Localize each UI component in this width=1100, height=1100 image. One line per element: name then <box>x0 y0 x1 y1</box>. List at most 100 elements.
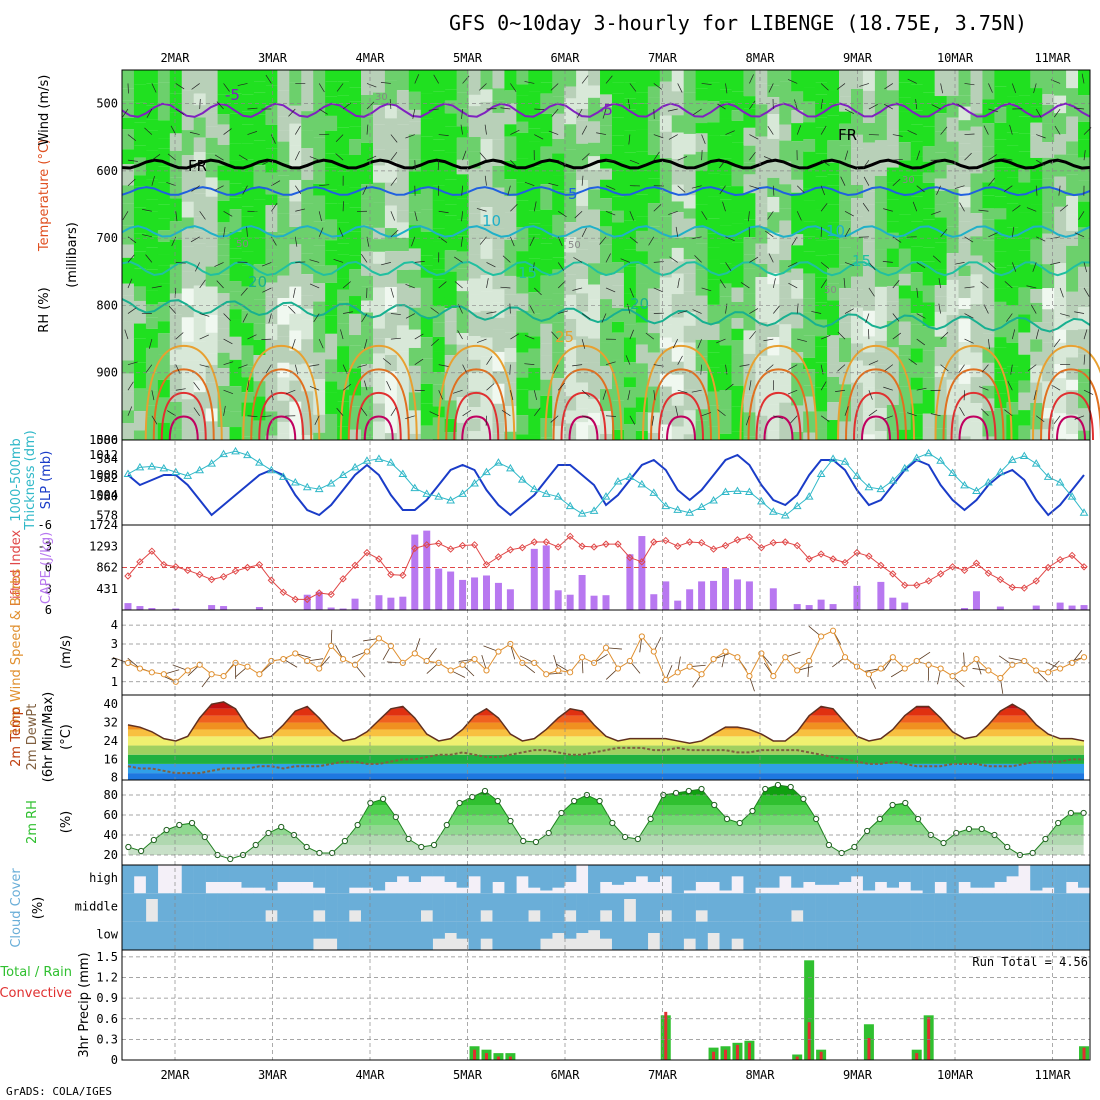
rh-cell <box>289 313 302 331</box>
lifted-index-point <box>614 540 622 548</box>
rh-cell <box>994 251 1007 268</box>
rh-cell <box>337 426 350 440</box>
cape-bar <box>1068 605 1076 610</box>
cloud-bar <box>181 921 194 950</box>
wind10m-point <box>1033 667 1040 674</box>
rh-cell <box>1018 410 1031 426</box>
rh-cell <box>910 437 924 440</box>
wind-barb <box>677 278 680 289</box>
wind-barb <box>532 262 535 273</box>
thickness-point <box>601 492 611 500</box>
wind10m-point <box>196 661 203 668</box>
wind-barb <box>694 255 702 263</box>
thickness-point <box>362 456 372 464</box>
thickness-point <box>697 502 706 511</box>
rh-cell <box>898 131 912 143</box>
cloud-bar <box>193 921 206 950</box>
wind-barb <box>318 227 324 237</box>
rh-cell <box>193 193 207 217</box>
rh-cell <box>755 263 768 278</box>
rh-cell <box>647 178 661 204</box>
wind-barb <box>484 175 487 186</box>
cloud-bar <box>229 865 242 882</box>
warm-isotherm <box>339 344 418 441</box>
rh-cell <box>731 340 744 355</box>
panel-frame-wind <box>121 609 1091 696</box>
rh-cell <box>241 171 254 188</box>
rh-cell <box>862 167 876 192</box>
cloud-bar <box>133 893 147 922</box>
rh-cell <box>181 155 195 167</box>
thickness-point <box>1043 472 1053 480</box>
rh-cell <box>217 427 231 440</box>
cloud-layer-label: low <box>96 928 118 942</box>
wind-barb <box>868 287 875 297</box>
rh-cell <box>850 148 864 171</box>
rh-cell <box>145 405 159 417</box>
cloud-bar <box>229 893 242 922</box>
rh-cell <box>815 176 828 190</box>
rh-cell <box>1066 330 1079 346</box>
rh-cell <box>1042 233 1055 245</box>
rh-cell <box>874 140 888 164</box>
rh2m-tick: 20 <box>104 848 118 862</box>
cloud-bar <box>839 865 852 882</box>
cloud-bar <box>492 865 505 882</box>
rh-cell <box>241 206 254 217</box>
rh-cell <box>181 341 195 361</box>
rh-cell <box>576 108 589 121</box>
rh-cell <box>265 282 278 297</box>
wind-barb <box>1033 390 1037 401</box>
rh-cell <box>600 168 613 180</box>
rh-cell <box>970 377 983 404</box>
rh-cell <box>1042 142 1055 158</box>
rh-cell <box>325 115 338 131</box>
rh-cell <box>1054 297 1067 318</box>
rh-cell <box>552 138 565 154</box>
thickness-point <box>995 467 1005 476</box>
wind-barb <box>335 153 344 161</box>
rh-cell <box>229 113 243 132</box>
rh-cell <box>1066 195 1079 215</box>
rh-cell <box>779 140 792 162</box>
rh-cell <box>719 409 732 434</box>
lifted-index-tick: 6 <box>45 603 52 617</box>
cape-bar <box>482 575 490 610</box>
wind-barb <box>629 211 635 221</box>
cloud-bar <box>552 921 565 933</box>
wind-barb <box>1059 287 1064 298</box>
wind-barb <box>820 415 830 422</box>
cloud-bar <box>791 921 804 950</box>
cloud-bar <box>779 893 792 922</box>
wind-barb <box>484 124 487 135</box>
wind-barb <box>763 156 774 161</box>
wind-barb <box>553 364 559 374</box>
rh-cell <box>707 82 721 102</box>
rh-cell <box>540 113 553 133</box>
wind-barb <box>820 262 830 269</box>
rh-cell <box>253 165 266 188</box>
rh-cell <box>1042 244 1055 265</box>
rh-cell <box>922 261 936 286</box>
rh-cell <box>241 124 254 144</box>
cloud-bar <box>468 921 481 950</box>
cape-bar <box>542 545 550 610</box>
warm-isotherm <box>1040 368 1100 441</box>
wind-barb <box>988 262 997 270</box>
rh-cell <box>946 95 960 118</box>
cloud-bar <box>564 865 577 882</box>
rh2m-point <box>1029 849 1036 857</box>
lifted-index-point <box>602 540 610 548</box>
rh-cell <box>791 352 804 363</box>
pressure-axis-label: (millibars) <box>65 222 80 288</box>
rh-cell <box>898 194 912 215</box>
rh-cell <box>886 90 900 107</box>
thickness-point <box>804 492 814 500</box>
warm-isotherm <box>853 391 899 441</box>
cloud-bar <box>850 893 864 922</box>
rh-cell <box>241 237 254 252</box>
rh-cell <box>862 70 876 91</box>
wind-barb <box>605 287 616 293</box>
rh-cell <box>707 161 721 174</box>
upper-air-rh-shading <box>122 70 1091 440</box>
